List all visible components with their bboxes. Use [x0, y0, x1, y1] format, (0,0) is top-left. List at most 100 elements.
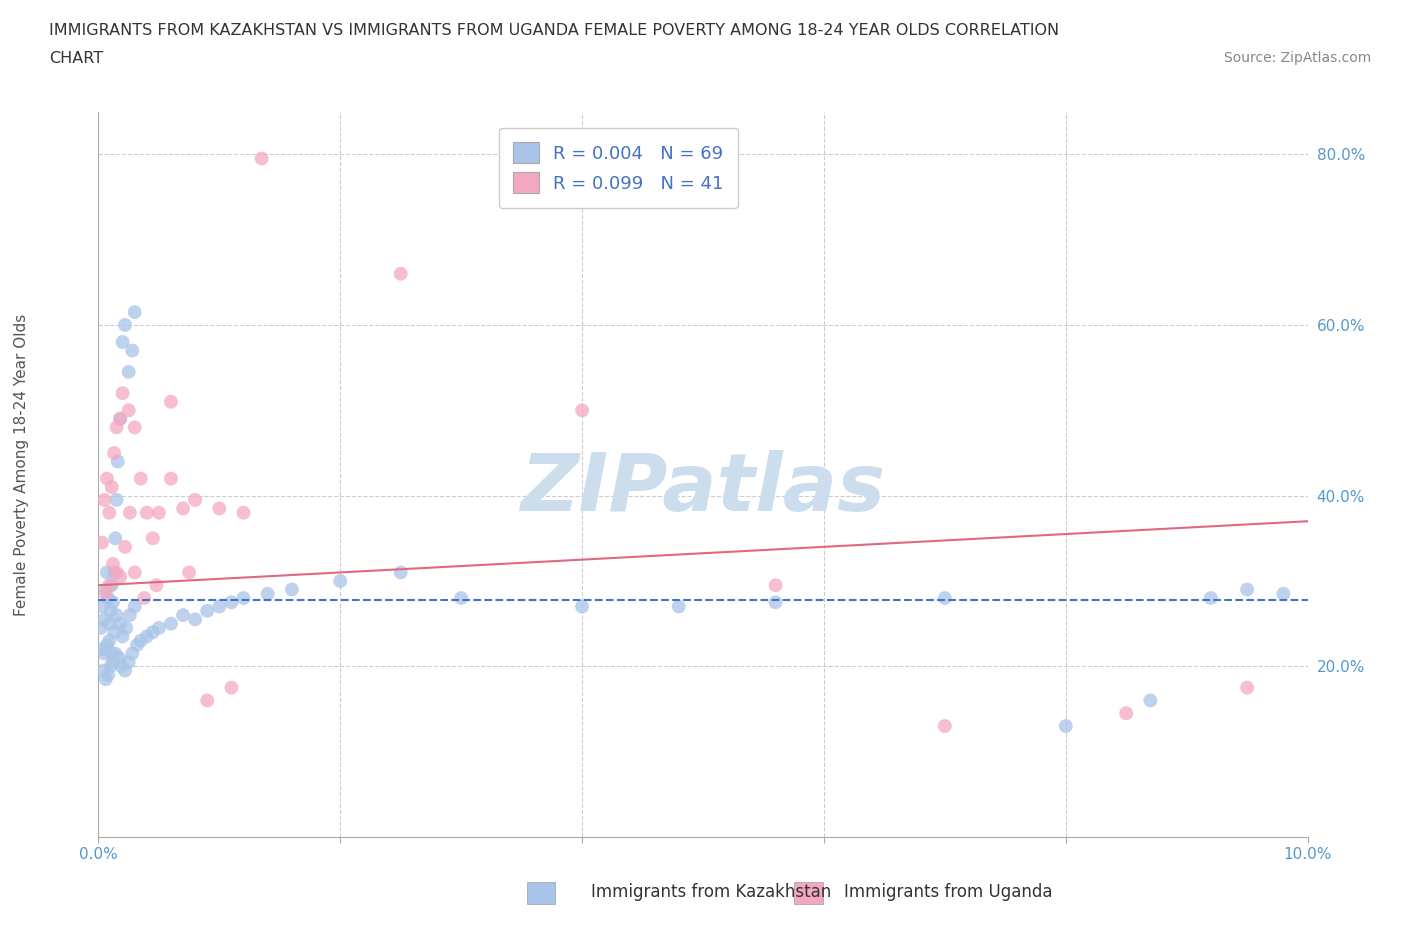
Point [91, 663, 114, 678]
Point [101, 595, 124, 610]
Point [101, 655, 124, 670]
Point [114, 539, 136, 554]
Point [1236, 680, 1258, 695]
Point [571, 403, 593, 418]
Point [103, 625, 125, 640]
Point [208, 501, 231, 516]
Point [172, 607, 194, 622]
Point [105, 607, 128, 622]
Point [135, 505, 157, 520]
Point [195, 693, 218, 708]
Point [97, 591, 120, 605]
Point [118, 655, 141, 670]
Point [250, 151, 273, 166]
Point [118, 505, 141, 520]
Text: Immigrants from Uganda: Immigrants from Uganda [844, 884, 1052, 901]
Point [329, 574, 352, 589]
Point [129, 472, 152, 486]
Point [93, 493, 115, 508]
Point [91, 535, 114, 550]
Point [668, 599, 690, 614]
Point [107, 454, 129, 469]
Point [114, 663, 136, 678]
Point [450, 591, 472, 605]
Point [1236, 582, 1258, 597]
Text: Female Poverty Among 18-24 Year Olds: Female Poverty Among 18-24 Year Olds [14, 314, 28, 617]
Point [221, 680, 243, 695]
Point [104, 646, 127, 661]
Point [1272, 586, 1295, 601]
Point [111, 629, 134, 644]
Point [98, 617, 121, 631]
Point [108, 411, 131, 426]
Point [256, 586, 278, 601]
Point [172, 501, 194, 516]
Point [1054, 719, 1077, 734]
Point [160, 394, 183, 409]
Point [765, 595, 787, 610]
Point [281, 582, 304, 597]
Point [108, 617, 131, 631]
Point [145, 578, 167, 592]
Point [142, 625, 165, 640]
Point [195, 604, 218, 618]
Point [105, 493, 128, 508]
Point [93, 646, 115, 661]
Point [96, 638, 118, 653]
Point [765, 578, 787, 592]
Point [103, 565, 125, 580]
Point [91, 642, 114, 657]
Point [105, 565, 128, 580]
Point [96, 565, 118, 580]
Point [184, 493, 207, 508]
Point [100, 480, 122, 495]
Point [100, 578, 122, 592]
Point [934, 719, 956, 734]
Point [121, 646, 143, 661]
Text: Source: ZipAtlas.com: Source: ZipAtlas.com [1223, 51, 1371, 65]
Point [124, 565, 146, 580]
Point [101, 556, 124, 571]
Point [124, 599, 146, 614]
Point [100, 604, 122, 618]
Point [127, 638, 149, 653]
Point [232, 505, 254, 520]
Point [96, 472, 118, 486]
Point [571, 599, 593, 614]
Point [232, 591, 254, 605]
Point [135, 629, 157, 644]
Point [93, 612, 115, 627]
Text: CHART: CHART [49, 51, 103, 66]
Point [148, 620, 170, 635]
Point [1139, 693, 1161, 708]
Point [100, 658, 122, 673]
Point [124, 305, 146, 320]
Point [98, 578, 121, 592]
Point [389, 565, 412, 580]
Point [389, 266, 412, 281]
Point [115, 620, 138, 635]
Point [121, 343, 143, 358]
Point [90, 620, 112, 635]
Point [1199, 591, 1222, 605]
Point [108, 569, 131, 584]
Point [208, 599, 231, 614]
Point [110, 658, 132, 673]
Point [100, 646, 122, 661]
Point [114, 317, 136, 332]
Point [94, 671, 117, 686]
Text: IMMIGRANTS FROM KAZAKHSTAN VS IMMIGRANTS FROM UGANDA FEMALE POVERTY AMONG 18-24 : IMMIGRANTS FROM KAZAKHSTAN VS IMMIGRANTS… [49, 23, 1059, 38]
Point [134, 591, 156, 605]
Point [105, 420, 128, 435]
Point [934, 591, 956, 605]
Point [98, 505, 121, 520]
Point [111, 335, 134, 350]
Point [97, 668, 120, 683]
Point [98, 633, 121, 648]
Point [129, 633, 152, 648]
Point [184, 612, 207, 627]
Point [103, 445, 125, 460]
Point [91, 599, 114, 614]
Point [94, 586, 117, 601]
Point [108, 411, 131, 426]
